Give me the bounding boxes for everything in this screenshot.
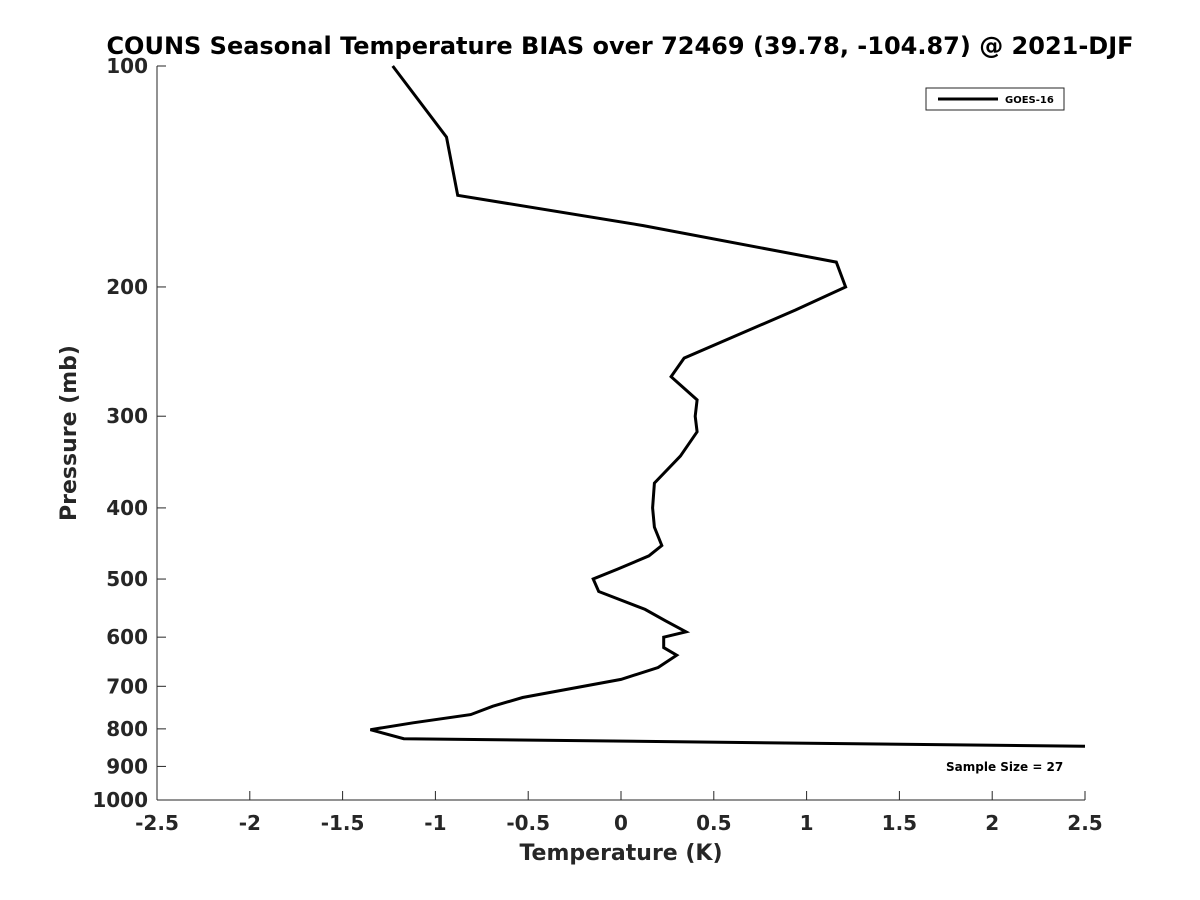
x-tick-label: 2.5 (1067, 811, 1102, 835)
y-tick-label: 1000 (92, 788, 148, 812)
x-tick-label: -2 (239, 811, 261, 835)
x-axis-label: Temperature (K) (519, 841, 722, 866)
x-tick-label: -2.5 (135, 811, 179, 835)
y-axis-label: Pressure (mb) (57, 345, 82, 521)
x-axis-ticks: -2.5 -2 -1.5 -1 -0.5 0 0.5 1 1.5 2 2.5 (135, 791, 1103, 835)
x-tick-label: 0.5 (696, 811, 731, 835)
y-tick-label: 500 (106, 567, 148, 591)
plot-area: -2.5 -2 -1.5 -1 -0.5 0 0.5 1 1.5 2 2.5 100 200 300 40… (92, 54, 1102, 835)
y-tick-label: 900 (106, 754, 148, 778)
y-tick-label: 400 (106, 496, 148, 520)
y-tick-label: 700 (106, 674, 148, 698)
sample-size-annotation: Sample Size = 27 (946, 760, 1063, 774)
y-tick-label: 800 (106, 717, 148, 741)
y-tick-label: 600 (106, 625, 148, 649)
series-line-goes-16 (370, 65, 1086, 748)
x-tick-label: -1.5 (321, 811, 365, 835)
x-tick-label: 1.5 (882, 811, 917, 835)
chart-title: COUNS Seasonal Temperature BIAS over 724… (106, 32, 1133, 60)
legend-label: GOES-16 (1005, 95, 1054, 106)
y-axis-ticks: 100 200 300 400 500 600 700 800 900 1000 (92, 54, 166, 812)
x-tick-label: 2 (985, 811, 999, 835)
x-tick-label: -0.5 (506, 811, 550, 835)
x-tick-label: 1 (800, 811, 814, 835)
series-group (370, 65, 1086, 748)
y-tick-label: 300 (106, 404, 148, 428)
y-tick-label: 100 (106, 54, 148, 78)
legend: GOES-16 (925, 87, 1065, 111)
x-tick-label: -1 (424, 811, 446, 835)
x-tick-label: 0 (614, 811, 628, 835)
y-tick-label: 200 (106, 275, 148, 299)
